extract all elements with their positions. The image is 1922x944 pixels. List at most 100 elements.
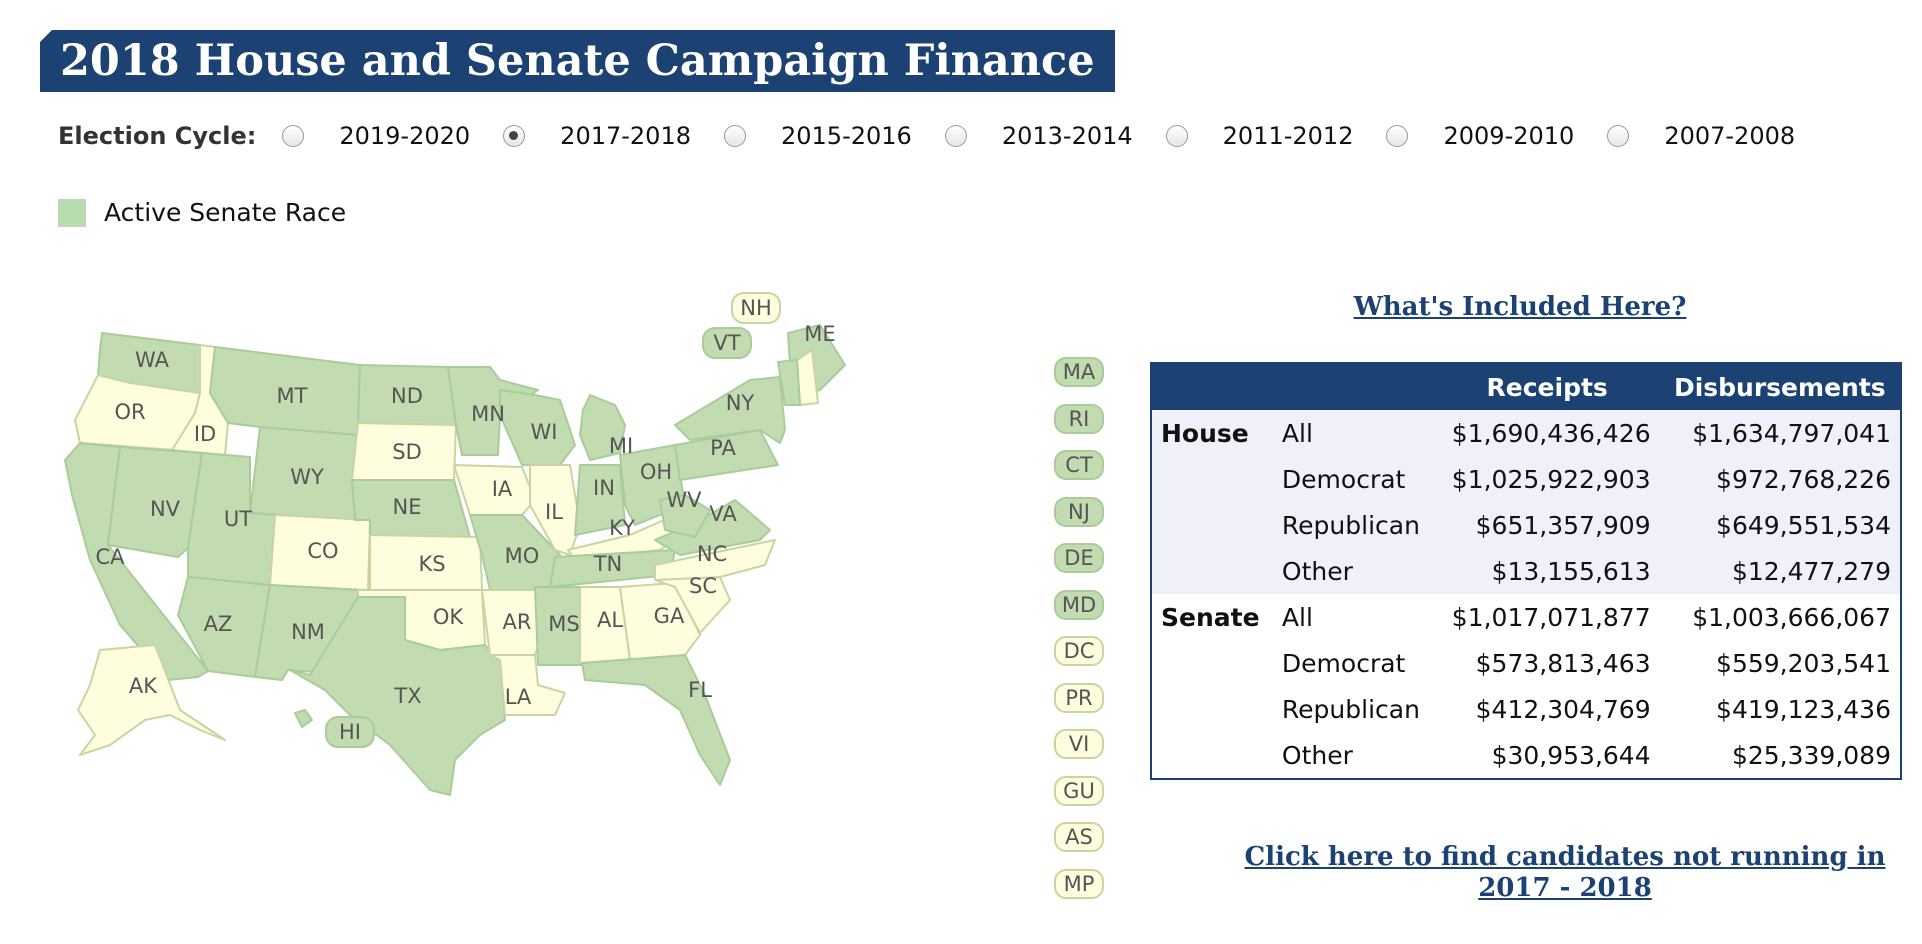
cycle-option-2015-2016[interactable]: 2015-2016 bbox=[724, 122, 912, 150]
radio-button[interactable] bbox=[1165, 125, 1188, 147]
state-ks[interactable] bbox=[369, 534, 483, 591]
row-party: Republican bbox=[1272, 502, 1435, 548]
column-header-disbursements: Disbursements bbox=[1659, 363, 1901, 410]
state-ne[interactable] bbox=[351, 479, 471, 538]
state-badge-dc[interactable]: DC bbox=[1054, 636, 1104, 666]
state-fl[interactable] bbox=[581, 654, 731, 786]
cycle-option-2007-2008[interactable]: 2007-2008 bbox=[1607, 122, 1795, 150]
radio-button[interactable] bbox=[1386, 125, 1409, 147]
state-wi[interactable] bbox=[499, 389, 576, 466]
table-row: Other $30,953,644 $25,339,089 bbox=[1151, 732, 1901, 779]
state-wy[interactable] bbox=[249, 426, 359, 521]
cycle-option-2013-2014[interactable]: 2013-2014 bbox=[944, 122, 1133, 150]
state-badge-nj[interactable]: NJ bbox=[1054, 496, 1104, 527]
row-chamber bbox=[1151, 502, 1273, 548]
column-header-party bbox=[1272, 363, 1435, 410]
state-hi[interactable] bbox=[294, 709, 313, 728]
radio-button[interactable] bbox=[1607, 125, 1630, 147]
column-header-chamber bbox=[1151, 363, 1273, 410]
row-receipts: $412,304,769 bbox=[1475, 694, 1651, 724]
table-row: House All $1,690,436,426 $1,634,797,041 bbox=[1151, 410, 1901, 456]
whats-included-link[interactable]: What's Included Here? bbox=[1353, 292, 1687, 322]
page-title: 2018 House and Senate Campaign Finance bbox=[40, 30, 1115, 92]
state-badge-mp[interactable]: MP bbox=[1054, 868, 1104, 899]
row-chamber bbox=[1151, 456, 1273, 502]
table-row: Senate All $1,017,071,877 $1,003,666,067 bbox=[1151, 594, 1901, 640]
row-party: All bbox=[1281, 602, 1313, 632]
state-ak[interactable] bbox=[77, 644, 226, 756]
state-badge-hi[interactable] bbox=[325, 716, 375, 748]
row-receipts: $651,357,909 bbox=[1434, 502, 1660, 548]
row-chamber: House bbox=[1151, 410, 1273, 456]
cycle-option-2011-2012[interactable]: 2011-2012 bbox=[1165, 122, 1353, 150]
table-row: Republican $412,304,769 $419,123,436 bbox=[1151, 686, 1901, 732]
us-map: WAORCAIDNVMTWYUTAZCONMNDSDNEKSOKTXMNIAMO… bbox=[64, 292, 846, 796]
state-badge-vt[interactable] bbox=[702, 327, 752, 359]
legend-label: Active Senate Race bbox=[104, 198, 347, 227]
state-badge-as[interactable]: AS bbox=[1054, 822, 1104, 852]
radio-button[interactable] bbox=[503, 125, 526, 147]
state-ny[interactable] bbox=[674, 376, 786, 444]
table-row: Republican $651,357,909 $649,551,534 bbox=[1151, 502, 1901, 548]
row-party: Democrat bbox=[1272, 456, 1435, 502]
election-cycle-label: Election Cycle: bbox=[58, 122, 257, 150]
row-chamber bbox=[1151, 686, 1273, 732]
state-sd[interactable] bbox=[351, 422, 457, 481]
state-nd[interactable] bbox=[357, 364, 457, 426]
state-co[interactable] bbox=[269, 514, 371, 591]
row-chamber bbox=[1151, 548, 1273, 594]
radio-button[interactable] bbox=[724, 125, 746, 147]
state-az[interactable] bbox=[177, 576, 271, 678]
candidates-not-running-link[interactable]: Click here to find candidates not runnin… bbox=[1244, 842, 1886, 903]
state-badge-pr[interactable]: PR bbox=[1054, 682, 1104, 713]
state-nc[interactable] bbox=[654, 539, 776, 581]
row-chamber: Senate bbox=[1161, 602, 1260, 632]
finance-summary-table: Receipts Disbursements House All $1,690,43… bbox=[1150, 362, 1902, 780]
row-party: Republican bbox=[1281, 694, 1420, 724]
cycle-option-2017-2018[interactable]: 2017-2018 bbox=[503, 122, 691, 150]
table-row: Other $13,155,613 $12,477,279 bbox=[1151, 548, 1901, 594]
cycle-option-2009-2010[interactable]: 2009-2010 bbox=[1386, 122, 1574, 150]
table-body: House All $1,690,436,426 $1,634,797,041 Demo… bbox=[1151, 410, 1901, 779]
state-nv[interactable] bbox=[107, 446, 203, 558]
column-header-receipts: Receipts bbox=[1434, 363, 1660, 410]
row-receipts: $30,953,644 bbox=[1491, 740, 1651, 770]
table-row: Democrat $573,813,463 $559,203,541 bbox=[1151, 640, 1901, 686]
legend-swatch bbox=[58, 198, 86, 227]
row-disbursements: $25,339,089 bbox=[1731, 740, 1891, 770]
cycle-option-2019-2020[interactable]: 2019-2020 bbox=[282, 122, 470, 150]
state-badge-ma[interactable]: MA bbox=[1054, 357, 1104, 387]
row-disbursements: $1,003,666,067 bbox=[1692, 602, 1891, 632]
state-tx[interactable] bbox=[289, 596, 506, 796]
state-badge-ct[interactable]: CT bbox=[1054, 450, 1104, 480]
radio-button[interactable] bbox=[944, 125, 967, 147]
state-mt[interactable] bbox=[209, 346, 361, 436]
state-badge-nh[interactable] bbox=[731, 292, 781, 324]
state-in[interactable] bbox=[574, 464, 626, 536]
state-vt[interactable] bbox=[777, 359, 801, 406]
state-la[interactable] bbox=[489, 654, 566, 716]
state-ms[interactable] bbox=[534, 586, 583, 666]
row-party: Democrat bbox=[1281, 648, 1406, 678]
row-disbursements: $649,551,534 bbox=[1659, 502, 1901, 548]
state-mi[interactable] bbox=[579, 394, 626, 461]
state-ia[interactable] bbox=[453, 464, 536, 516]
state-badge-vi[interactable]: VI bbox=[1054, 729, 1104, 759]
row-chamber bbox=[1151, 732, 1273, 779]
radio-button[interactable] bbox=[282, 125, 305, 147]
row-receipts: $13,155,613 bbox=[1434, 548, 1660, 594]
row-disbursements: $972,768,226 bbox=[1659, 456, 1901, 502]
state-wv[interactable] bbox=[659, 494, 711, 538]
state-badge-ri[interactable]: RI bbox=[1054, 403, 1104, 434]
row-party: Other bbox=[1281, 740, 1353, 770]
state-badge-de[interactable]: DE bbox=[1054, 543, 1104, 573]
row-disbursements: $12,477,279 bbox=[1659, 548, 1901, 594]
table-row: Democrat $1,025,922,903 $972,768,226 bbox=[1151, 456, 1901, 502]
row-party: All bbox=[1272, 410, 1435, 456]
row-party: Other bbox=[1272, 548, 1435, 594]
state-il[interactable] bbox=[529, 464, 581, 556]
state-badge-md[interactable]: MD bbox=[1054, 589, 1104, 620]
state-badge-gu[interactable]: GU bbox=[1054, 775, 1104, 806]
row-receipts: $573,813,463 bbox=[1475, 648, 1651, 678]
row-receipts: $1,017,071,877 bbox=[1451, 602, 1651, 632]
